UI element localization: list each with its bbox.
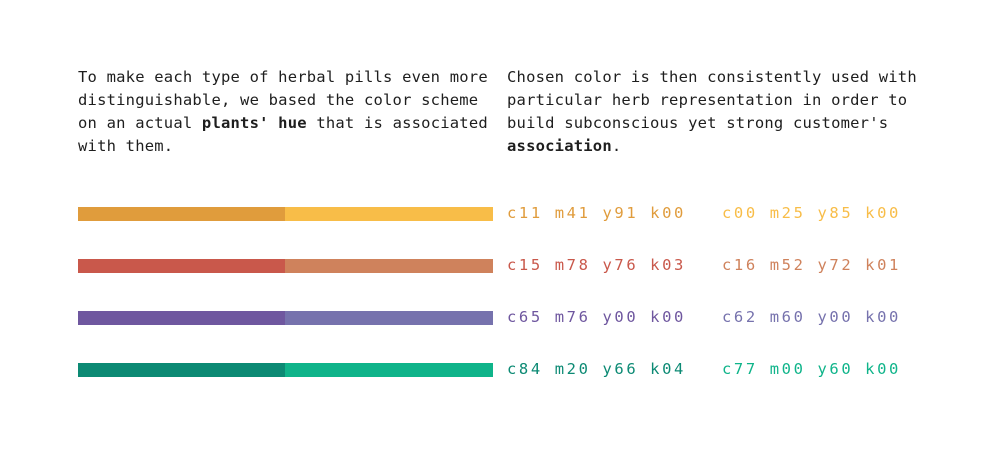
swatch-bar-secondary xyxy=(285,311,493,325)
cmyk-code-primary: c15 m78 y76 k03 xyxy=(507,256,686,274)
intro-left-text-end: that is associated with them. xyxy=(78,114,488,155)
intro-paragraph-right: Chosen color is then consistently used w… xyxy=(507,66,927,158)
cmyk-code-secondary: c00 m25 y85 k00 xyxy=(722,204,901,222)
intro-left-text-start: To make each type of herbal pills even m… xyxy=(78,68,488,132)
swatch-bar-primary xyxy=(78,259,285,273)
intro-right-bold: association xyxy=(507,137,612,155)
cmyk-code-secondary: c16 m52 y72 k01 xyxy=(722,256,901,274)
cmyk-code-primary: c11 m41 y91 k00 xyxy=(507,204,686,222)
intro-left-bold: plants' hue xyxy=(201,114,307,132)
cmyk-code-primary: c84 m20 y66 k04 xyxy=(507,360,686,378)
swatch-bar-primary xyxy=(78,207,285,221)
swatch-bar-primary xyxy=(78,363,285,377)
swatch-row-2: c15 m78 y76 k03 c16 m52 y72 k01 xyxy=(78,256,938,279)
swatch-bar-secondary xyxy=(285,363,493,377)
swatch-bar-secondary xyxy=(285,259,493,273)
intro-paragraph-left: To make each type of herbal pills even m… xyxy=(78,66,498,158)
cmyk-code-secondary: c62 m60 y00 k00 xyxy=(722,308,901,326)
cmyk-code-secondary: c77 m00 y60 k00 xyxy=(722,360,901,378)
swatch-row-1: c11 m41 y91 k00 c00 m25 y85 k00 xyxy=(78,204,938,227)
cmyk-code-primary: c65 m76 y00 k00 xyxy=(507,308,686,326)
swatch-row-3: c65 m76 y00 k00 c62 m60 y00 k00 xyxy=(78,308,938,331)
swatch-bar-primary xyxy=(78,311,285,325)
swatch-row-4: c84 m20 y66 k04 c77 m00 y60 k00 xyxy=(78,360,938,383)
intro-right-text-start: Chosen color is then consistently used w… xyxy=(507,68,917,132)
swatch-bar-secondary xyxy=(285,207,493,221)
intro-right-text-end: . xyxy=(611,137,622,155)
